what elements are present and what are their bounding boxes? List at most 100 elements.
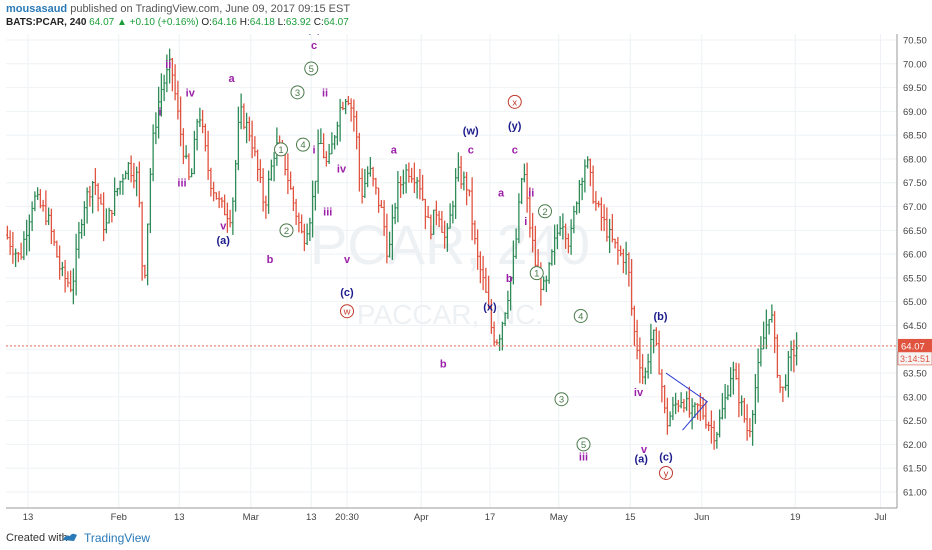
wave-label-text: (c) xyxy=(340,287,354,299)
symbol-label[interactable]: BATS:PCAR, 240 xyxy=(6,17,87,28)
wave-label-text: ii xyxy=(165,59,171,71)
ohlc-bar xyxy=(300,214,304,234)
ohlc-bar xyxy=(770,304,774,323)
ohlc-bar xyxy=(220,197,224,208)
ohlc-bar xyxy=(272,152,276,182)
ohlc-bar xyxy=(723,384,727,419)
ohlc-bar xyxy=(429,214,433,240)
ohlc-bar xyxy=(93,168,97,196)
wave-label: (c) xyxy=(340,287,354,299)
ohlc-bar xyxy=(371,166,375,187)
ohlc-bar xyxy=(228,209,232,228)
ohlc-bar xyxy=(96,183,100,212)
wave-label: b xyxy=(506,273,513,285)
ohlc-bar xyxy=(258,159,262,183)
ohlc-bar xyxy=(69,270,73,293)
wave-label-text: (c) xyxy=(659,451,673,463)
ohlc-bar xyxy=(261,168,265,212)
ohlc-bar xyxy=(544,275,548,292)
y-tick-label: 68.50 xyxy=(903,131,927,142)
wave-circle xyxy=(659,465,673,480)
ohlc-bar xyxy=(448,203,452,229)
ohlc-bar xyxy=(344,98,348,115)
ohlc-bar xyxy=(60,261,64,277)
wave-circle xyxy=(576,437,591,452)
ohlc-bar xyxy=(630,259,634,316)
ohlc-bar xyxy=(168,48,172,84)
author-link[interactable]: mousasaud xyxy=(6,3,68,15)
ohlc-bar xyxy=(712,420,716,450)
x-tick-label: Apr xyxy=(414,512,429,523)
ohlc-bar xyxy=(107,207,111,224)
ohlc-bar xyxy=(286,153,290,195)
ohlc-bar xyxy=(437,210,441,228)
ohlc-bar xyxy=(665,397,669,435)
ohlc-bar xyxy=(393,202,397,225)
ohlc-bar xyxy=(16,251,20,263)
ohlc-bar xyxy=(360,168,364,204)
x-tick-label: 19 xyxy=(790,512,801,523)
ohlc-bar xyxy=(707,421,711,432)
price-change: +0.10 (+0.16%) xyxy=(129,17,199,28)
ohlc-bar xyxy=(467,189,471,197)
open-label: O: xyxy=(201,17,212,28)
wave-label: ii xyxy=(165,59,171,71)
wave-circle xyxy=(296,137,310,152)
ohlc-bar xyxy=(297,212,301,233)
ohlc-bar xyxy=(242,103,246,130)
wave-label: ii xyxy=(528,187,534,199)
ohlc-bar xyxy=(187,153,191,181)
ohlc-bar xyxy=(198,107,202,128)
ohlc-bar xyxy=(773,311,777,354)
ohlc-bar xyxy=(561,213,565,240)
wave-label-text: (x) xyxy=(483,301,497,313)
ohlc-bar xyxy=(253,136,257,157)
ohlc-bar xyxy=(613,238,617,249)
ohlc-bar xyxy=(47,207,51,226)
ohlc-bar xyxy=(456,152,460,182)
ohlc-bar xyxy=(492,321,496,347)
wave-label-text: y xyxy=(664,468,669,479)
ohlc-bar xyxy=(558,216,562,236)
wave-label: v xyxy=(641,444,648,456)
ohlc-bar xyxy=(19,242,23,260)
ohlc-bar xyxy=(660,369,664,403)
ohlc-bar xyxy=(209,167,213,197)
ohlc-bar xyxy=(784,374,788,391)
ohlc-bar xyxy=(399,176,403,198)
high-value: 64.18 xyxy=(249,17,275,28)
wave-label-text: 5 xyxy=(581,440,586,451)
ohlc-bar xyxy=(476,229,480,270)
wave-label-text: a xyxy=(498,187,505,199)
tradingview-brand[interactable]: TradingView xyxy=(84,531,151,545)
ohlc-bar xyxy=(459,155,463,189)
ohlc-bar xyxy=(269,159,273,181)
ohlc-bar xyxy=(247,116,251,142)
wave-label-text: i xyxy=(312,144,315,156)
ohlc-bar xyxy=(302,223,306,252)
y-tick-label: 70.00 xyxy=(903,59,927,70)
ohlc-bar xyxy=(484,267,488,293)
ohlc-bar xyxy=(748,418,752,438)
y-tick-label: 67.00 xyxy=(903,202,927,213)
wave-label-text: 2 xyxy=(542,207,547,218)
ohlc-bar xyxy=(157,86,161,139)
ohlc-bar xyxy=(451,200,455,224)
wave-label-text: (y) xyxy=(508,121,522,133)
wave-circle xyxy=(279,223,294,238)
y-tick-label: 66.00 xyxy=(903,250,927,261)
ohlc-bar xyxy=(627,252,631,287)
ohlc-bar xyxy=(423,198,427,230)
countdown-tag xyxy=(897,351,932,366)
open-value: 64.16 xyxy=(211,17,237,28)
ohlc-bar xyxy=(795,332,799,366)
wave-label-text: iv xyxy=(186,87,196,99)
ohlc-bar xyxy=(322,133,326,159)
ohlc-bar xyxy=(520,177,524,205)
ohlc-bar xyxy=(649,323,653,375)
ohlc-bar xyxy=(8,230,12,255)
ohlc-bar xyxy=(610,214,614,243)
wave-label: ii xyxy=(322,87,328,99)
y-tick-label: 62.00 xyxy=(903,440,927,451)
